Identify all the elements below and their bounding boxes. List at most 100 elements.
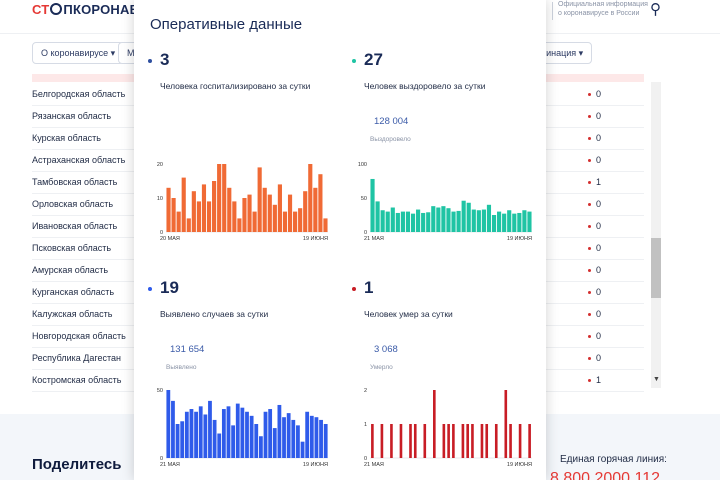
chart-bar: [166, 390, 171, 458]
chart-bar: [227, 187, 232, 232]
red-dot-icon: [588, 379, 591, 382]
y-tick-label: 10: [157, 196, 163, 202]
y-tick-label: 2: [364, 388, 367, 394]
chart-bar: [504, 390, 508, 458]
chart-bar: [181, 177, 186, 232]
chart-bar: [471, 209, 476, 232]
chart-bar: [203, 414, 208, 458]
chart-bar: [323, 424, 328, 458]
y-tick-label: 0: [364, 456, 367, 462]
chart-bar: [390, 424, 393, 458]
region-value: 0: [596, 287, 602, 297]
hospitalized-dot: [148, 59, 152, 63]
chart-bar: [189, 409, 194, 458]
chart-bar: [196, 201, 201, 232]
chart-bar: [375, 201, 380, 232]
chart-bar: [528, 424, 531, 458]
red-dot-icon: [588, 269, 591, 272]
chart-bar: [433, 390, 436, 458]
deaths-label: Человек умер за сутки: [364, 309, 453, 319]
site-logo[interactable]: СТ ПКОРОНАВ: [32, 2, 139, 17]
x-start-label: 20 МАЯ: [160, 236, 180, 242]
cases-total: 131 654: [170, 344, 205, 355]
x-end-label: 19 ИЮНЯ: [303, 236, 328, 242]
deaths-number: 1: [364, 278, 374, 297]
chart-bar: [442, 424, 446, 458]
chart-bar: [277, 404, 282, 458]
x-end-label: 19 ИЮНЯ: [303, 462, 328, 468]
chart-bar: [410, 213, 416, 232]
chart-bar: [180, 421, 185, 458]
nav-about-coronavirus[interactable]: О коронавирусе ▾: [32, 42, 125, 64]
chart-bar: [249, 415, 254, 458]
recovered-dot: [352, 59, 356, 63]
virus-icon: [50, 3, 63, 15]
chart-bar: [512, 213, 517, 232]
y-tick-label: 20: [157, 162, 163, 168]
chart-bar: [486, 204, 492, 232]
chart-bar: [318, 174, 323, 232]
deaths-chart: 0 1 2 21 МАЯ 19 ИЮНЯ: [364, 388, 532, 468]
region-name: Белгородская область: [32, 89, 126, 99]
chart-bar: [217, 164, 222, 232]
chart-bar: [494, 424, 498, 458]
red-dot-icon: [588, 203, 591, 206]
chart-bar: [254, 424, 259, 458]
chart-bar: [400, 211, 405, 232]
header-divider: [552, 2, 553, 20]
hotline-label: Единая горячая линия:: [560, 454, 667, 465]
chart-bar: [371, 424, 374, 458]
chart-bar: [522, 210, 527, 232]
region-name: Республика Дагестан: [32, 353, 121, 363]
chart-bar: [221, 409, 226, 458]
chart-bar: [201, 184, 207, 232]
chart-bar: [481, 209, 486, 232]
chart-bar: [252, 211, 257, 232]
chart-bar: [323, 218, 328, 232]
chart-bar: [171, 198, 176, 232]
x-start-label: 21 МАЯ: [364, 236, 384, 242]
region-value: 0: [596, 111, 602, 121]
chart-bar: [293, 211, 298, 232]
chart-bar: [426, 212, 431, 232]
chart-bar: [446, 208, 451, 232]
region-value: 1: [596, 177, 602, 187]
red-dot-icon: [588, 181, 591, 184]
chart-bar: [431, 206, 436, 232]
chart-bar: [208, 400, 212, 458]
scrollbar-thumb[interactable]: [651, 238, 661, 298]
recovered-total: 128 004: [374, 116, 409, 127]
hospitalized-chart: 0 10 20 20 МАЯ 19 ИЮНЯ: [157, 162, 328, 242]
chart-bar: [308, 164, 313, 232]
chart-bar: [314, 417, 319, 458]
chart-bar: [184, 411, 189, 458]
region-value: 0: [596, 243, 602, 253]
hotline-phone[interactable]: 8 800 2000 112: [550, 470, 661, 480]
red-dot-icon: [588, 335, 591, 338]
chart-bar: [198, 406, 203, 458]
red-dot-icon: [588, 225, 591, 228]
y-tick-label: 100: [358, 162, 367, 168]
chart-bar: [409, 424, 412, 458]
region-value: 0: [596, 89, 602, 99]
region-name: Амурская область: [32, 265, 109, 275]
chart-bar: [287, 194, 293, 232]
chart-bar: [237, 218, 242, 232]
scrollbar-track[interactable]: [651, 82, 661, 388]
search-icon[interactable]: ⚲: [650, 1, 661, 18]
region-value: 0: [596, 199, 602, 209]
chart-bar: [212, 419, 217, 458]
y-tick-label: 50: [361, 196, 367, 202]
chart-bar: [309, 415, 314, 458]
region-name: Калужская область: [32, 309, 113, 319]
chart-bar: [436, 207, 441, 232]
operational-data-modal: Оперативные данные 3 Человека госпитализ…: [134, 0, 546, 480]
recovered-chart: 0 50 100 21 МАЯ 19 ИЮНЯ: [358, 162, 532, 242]
chart-bar: [319, 419, 323, 458]
chart-bar: [480, 424, 484, 458]
region-name: Курганская область: [32, 287, 115, 297]
deaths-total: 3 068: [374, 344, 398, 355]
region-name: Рязанская область: [32, 111, 112, 121]
region-name: Орловская область: [32, 199, 114, 209]
scroll-down-icon[interactable]: ▼: [653, 376, 660, 383]
